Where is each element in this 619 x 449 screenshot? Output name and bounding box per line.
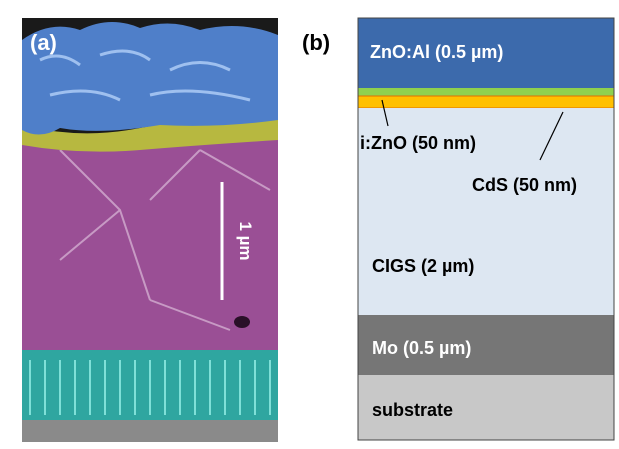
- layer-label: Mo (0.5 µm): [372, 338, 471, 358]
- panel-label: (b): [302, 30, 330, 55]
- layer-label: ZnO:Al (0.5 µm): [370, 42, 503, 62]
- layer-label: i:ZnO (50 nm): [360, 133, 476, 153]
- scale-bar-label: 1 µm: [236, 221, 255, 260]
- page: {"panels": [ {"label": "(a)", "scale_bar…: [0, 0, 619, 449]
- layer-cds: [358, 96, 614, 108]
- layer-label: CIGS (2 µm): [372, 256, 474, 276]
- layer-label: substrate: [372, 400, 453, 420]
- layer-izno: [358, 88, 614, 96]
- layer-label: CdS (50 nm): [472, 175, 577, 195]
- panel-label: (a): [30, 30, 57, 55]
- figure: 1 µm (a) (b) ZnO:Al (0.5 µm) i:ZnO (50 n…: [0, 0, 619, 449]
